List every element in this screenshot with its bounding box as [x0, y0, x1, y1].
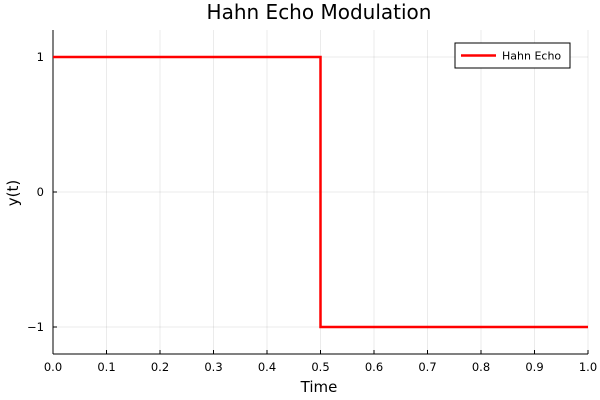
chart-title: Hahn Echo Modulation [207, 0, 432, 24]
x-tick-label: 0.8 [472, 360, 490, 374]
y-tick-label: 0 [37, 185, 44, 199]
x-tick-label: 0.2 [151, 360, 169, 374]
x-tick-label: 0.4 [258, 360, 276, 374]
y-axis-label: y(t) [4, 180, 22, 206]
x-tick-label: 1.0 [579, 360, 597, 374]
x-tick-label: 0.9 [525, 360, 543, 374]
legend-label: Hahn Echo [502, 50, 561, 63]
y-tick-label: −1 [27, 320, 44, 334]
x-tick-label: 0.3 [204, 360, 222, 374]
x-tick-label: 0.6 [365, 360, 383, 374]
axes: 0.0 0.1 0.2 0.3 0.4 0.5 0.6 0.7 0.8 0.9 1.0 −1 0 1 [27, 30, 597, 374]
x-axis-label: Time [300, 378, 338, 396]
x-tick-label: 0.0 [44, 360, 62, 374]
legend-box [454, 42, 571, 69]
x-tick-label: 0.7 [418, 360, 436, 374]
x-tick-label: 0.1 [97, 360, 115, 374]
x-tick-label: 0.5 [311, 360, 329, 374]
series-line-hahn-echo [53, 55, 588, 329]
legend: Hahn Echo [454, 42, 571, 69]
y-tick-label: 1 [37, 50, 44, 64]
series-layer [53, 55, 588, 329]
